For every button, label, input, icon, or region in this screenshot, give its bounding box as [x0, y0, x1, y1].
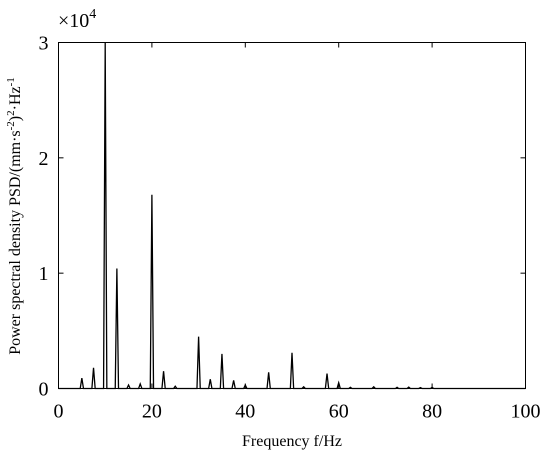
x-tick-label: 20 — [142, 401, 162, 423]
y-axis-label-exp1: -2 — [5, 121, 17, 130]
series-layer — [58, 42, 526, 390]
y-multiplier-exponent: 4 — [89, 7, 96, 22]
x-tick-label: 100 — [511, 401, 541, 423]
x-tick-label: 40 — [235, 401, 255, 423]
y-tick-label: 0 — [39, 379, 49, 401]
y-axis-label-main: Power spectral density PSD/(mm·s — [7, 130, 24, 354]
y-tick-label: 3 — [39, 33, 49, 55]
y-tick-label: 1 — [39, 263, 49, 285]
y-axis-label-mid: ) — [7, 116, 24, 121]
y-axis-label: Power spectral density PSD/(mm·s-2)2·Hz-… — [5, 77, 24, 355]
y-tick-label: 2 — [39, 148, 49, 170]
y-multiplier-base: ×10 — [58, 10, 89, 32]
psd-series-line — [58, 42, 526, 390]
plot-frame — [58, 42, 526, 389]
ticks-layer: 0 20 40 60 80 100 0 1 2 3 — [39, 33, 541, 423]
y-axis-label-exp3: -1 — [5, 77, 17, 86]
y-axis-label-unit: ·Hz — [7, 86, 24, 110]
x-axis-label: Frequency f/Hz — [242, 433, 342, 450]
x-tick-label: 0 — [54, 401, 64, 423]
y-multiplier-label: ×104 — [58, 7, 96, 32]
y-axis-label-exp2: 2 — [5, 110, 17, 116]
x-tick-label: 60 — [329, 401, 349, 423]
x-tick-label: 80 — [422, 401, 442, 423]
